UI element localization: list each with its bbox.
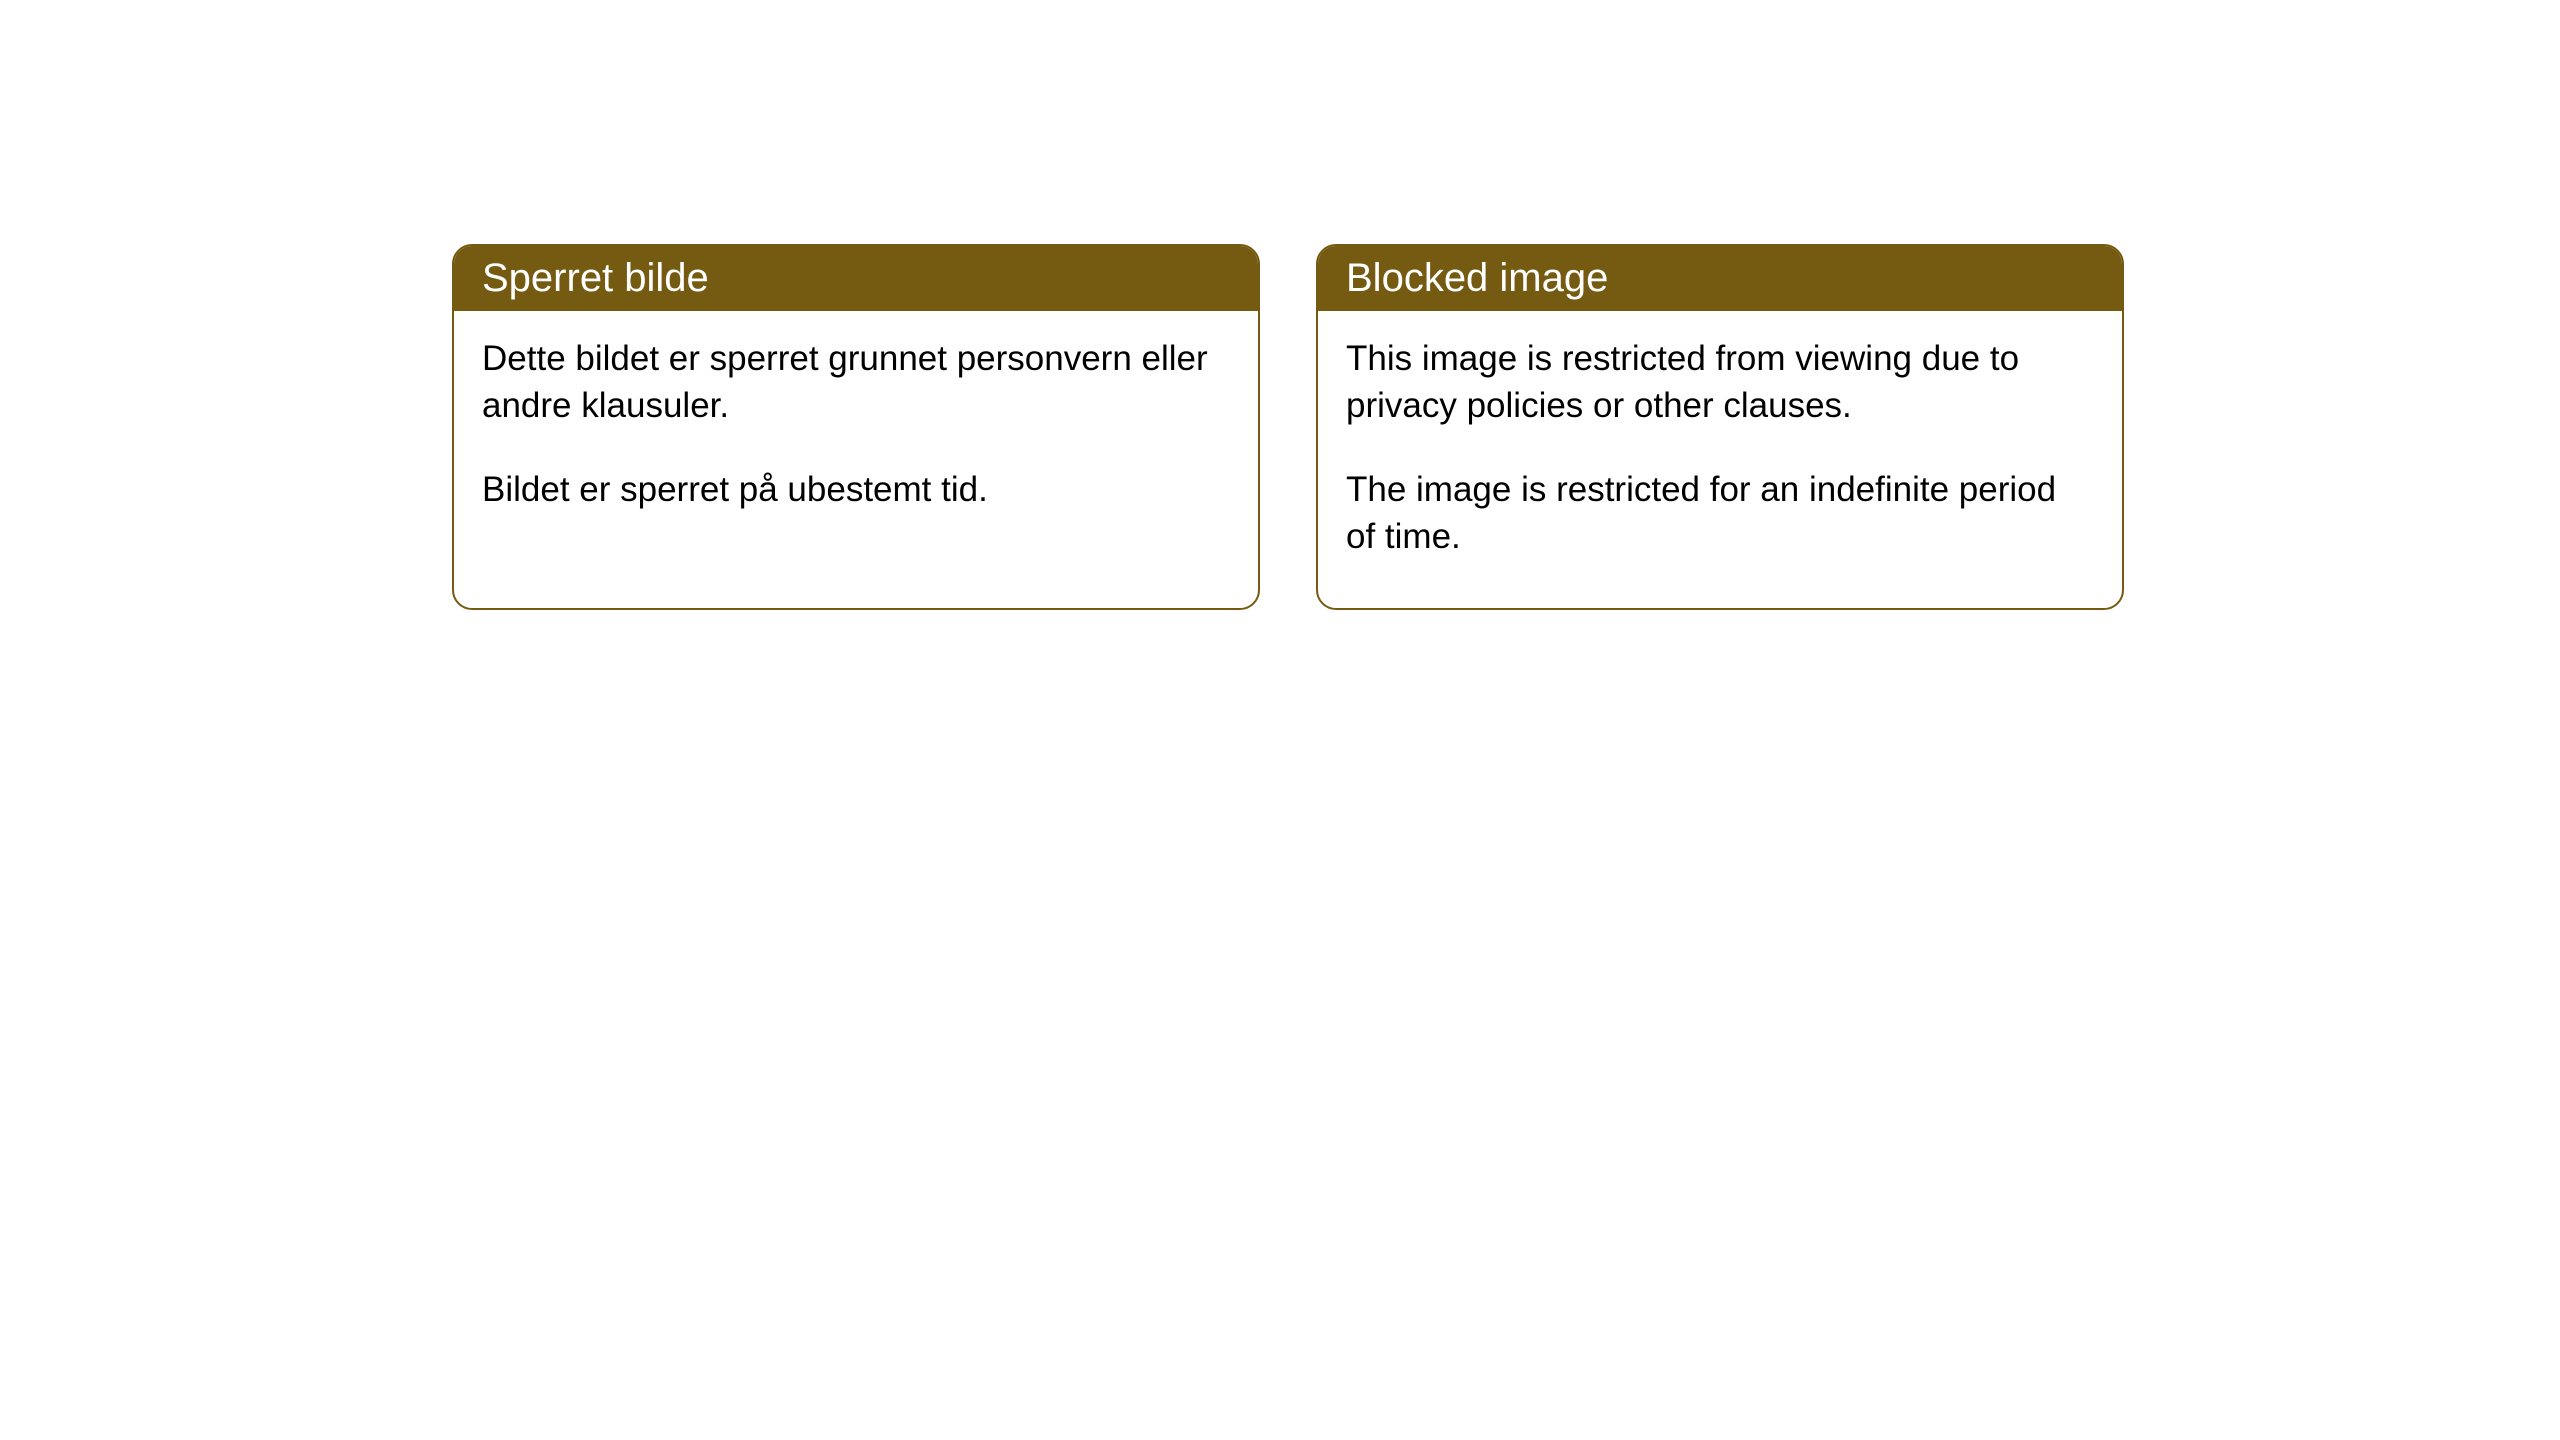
notice-container: Sperret bilde Dette bildet er sperret gr… [0, 0, 2560, 610]
notice-text-norwegian-2: Bildet er sperret på ubestemt tid. [482, 466, 1230, 513]
card-body-norwegian: Dette bildet er sperret grunnet personve… [454, 311, 1258, 561]
card-body-english: This image is restricted from viewing du… [1318, 311, 2122, 608]
notice-card-english: Blocked image This image is restricted f… [1316, 244, 2124, 610]
notice-card-norwegian: Sperret bilde Dette bildet er sperret gr… [452, 244, 1260, 610]
card-header-english: Blocked image [1318, 246, 2122, 311]
card-header-norwegian: Sperret bilde [454, 246, 1258, 311]
notice-text-english-1: This image is restricted from viewing du… [1346, 335, 2094, 430]
notice-text-english-2: The image is restricted for an indefinit… [1346, 466, 2094, 561]
notice-text-norwegian-1: Dette bildet er sperret grunnet personve… [482, 335, 1230, 430]
